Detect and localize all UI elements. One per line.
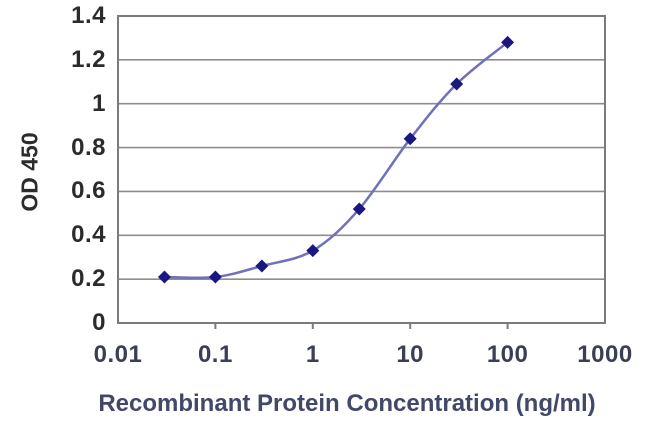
x-tick-label: 0.1 (197, 341, 233, 368)
data-point-marker (501, 35, 515, 49)
plot-border (117, 15, 606, 324)
data-point-marker (352, 202, 366, 216)
y-tick-label: 0.2 (71, 265, 106, 293)
x-tick-label: 1000 (577, 341, 633, 368)
y-tick-label: 1 (92, 89, 106, 117)
x-tick-label: 100 (486, 341, 529, 368)
x-tick-label: 1 (305, 341, 320, 368)
data-point-marker (306, 244, 320, 258)
data-point-marker (255, 259, 269, 273)
y-tick-label: 1.4 (71, 2, 106, 29)
data-point-marker (208, 270, 222, 284)
data-point-marker (450, 77, 464, 91)
y-tick-label: 1.2 (71, 45, 106, 73)
x-tick-label: 0.01 (93, 341, 143, 368)
y-tick-label: 0.4 (71, 221, 106, 249)
x-axis-title: Recombinant Protein Concentration (ng/ml… (98, 390, 596, 417)
x-tick-label: 10 (396, 341, 425, 368)
plot-background (118, 16, 605, 323)
y-tick-label: 0.6 (71, 177, 106, 205)
data-point-marker (157, 270, 171, 284)
data-point-marker (403, 132, 417, 146)
y-tick-label: 0.8 (71, 133, 106, 161)
y-axis-title: OD 450 (16, 132, 43, 212)
y-tick-label: 0 (92, 309, 106, 336)
